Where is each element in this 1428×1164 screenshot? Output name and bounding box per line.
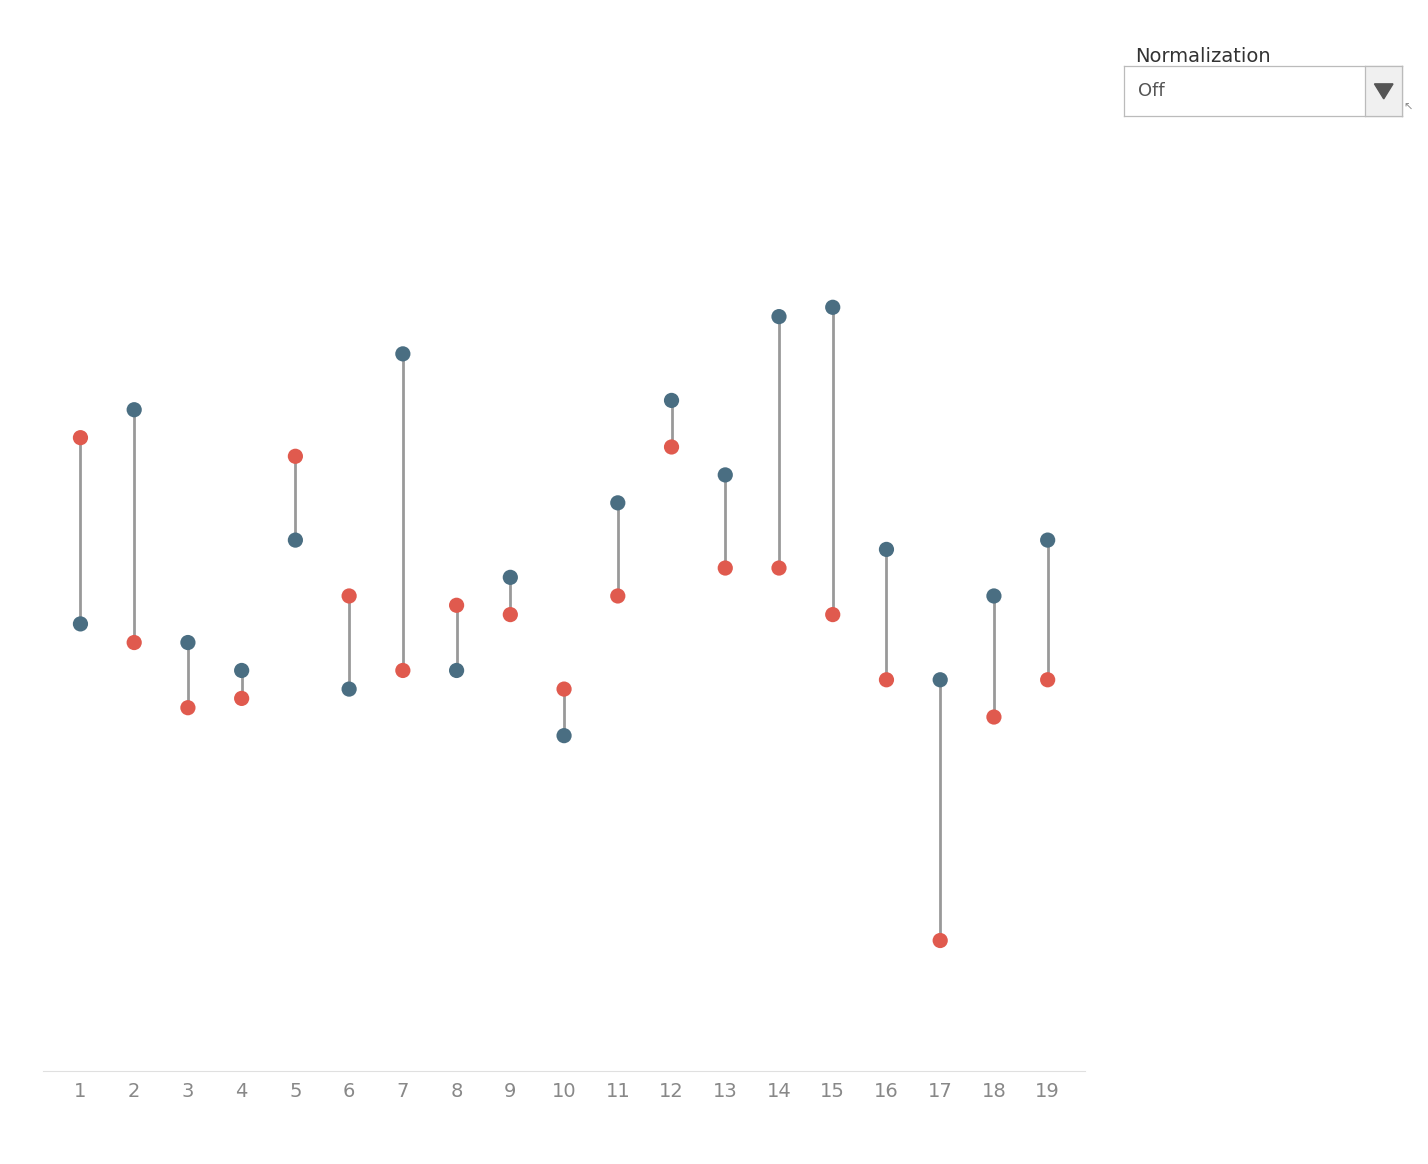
Point — [875, 670, 898, 689]
Point — [714, 466, 737, 484]
Point — [284, 447, 307, 466]
Point — [821, 298, 844, 317]
Point — [337, 680, 360, 698]
Point — [821, 605, 844, 624]
Point — [768, 307, 791, 326]
Point — [123, 400, 146, 419]
Point — [714, 559, 737, 577]
Point — [982, 708, 1005, 726]
Point — [1037, 670, 1060, 689]
Point — [660, 438, 683, 456]
Point — [391, 345, 414, 363]
Point — [177, 633, 200, 652]
Polygon shape — [1374, 84, 1394, 99]
Point — [446, 661, 468, 680]
Point — [1037, 531, 1060, 549]
Point — [230, 661, 253, 680]
Point — [284, 531, 307, 549]
Point — [498, 568, 521, 587]
Point — [928, 670, 951, 689]
Point — [230, 689, 253, 708]
Point — [177, 698, 200, 717]
Point — [982, 587, 1005, 605]
Point — [660, 391, 683, 410]
Point — [337, 587, 360, 605]
Point — [446, 596, 468, 615]
Text: ↖: ↖ — [1404, 102, 1414, 113]
Text: Normalization: Normalization — [1135, 47, 1271, 65]
Point — [391, 661, 414, 680]
Point — [69, 428, 91, 447]
Point — [768, 559, 791, 577]
Point — [607, 587, 630, 605]
Point — [875, 540, 898, 559]
Point — [928, 931, 951, 950]
Point — [553, 726, 575, 745]
Point — [123, 633, 146, 652]
Point — [498, 605, 521, 624]
Point — [69, 615, 91, 633]
Point — [607, 494, 630, 512]
Point — [553, 680, 575, 698]
Text: Off: Off — [1138, 83, 1164, 100]
